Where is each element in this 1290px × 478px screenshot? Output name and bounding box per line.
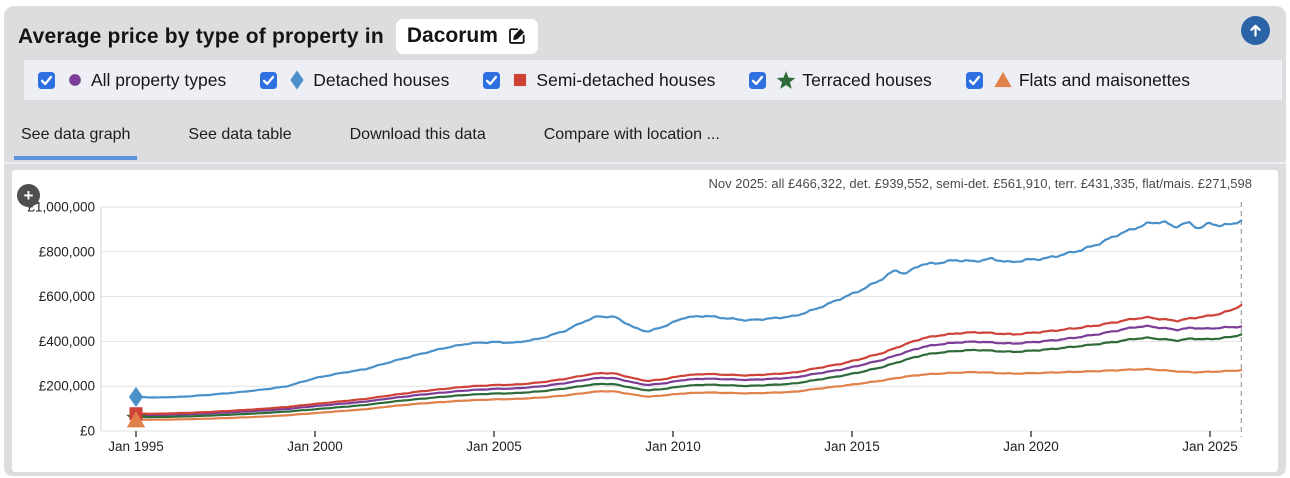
y-tick-label: £1,000,000: [27, 200, 95, 215]
tab-bar: See data graph See data table Download thi…: [4, 100, 1286, 160]
location-button[interactable]: Dacorum: [395, 19, 538, 54]
x-tick-label: Jan 2025: [1182, 439, 1238, 454]
series-line-flats_maisonettes: [134, 367, 1243, 421]
legend-item-triangle[interactable]: Flats and maisonettes: [965, 69, 1191, 91]
series-lines: [134, 219, 1243, 421]
tab-see-data-table[interactable]: See data table: [188, 126, 292, 143]
diamond-marker-icon: [128, 386, 144, 408]
y-tick-label: £200,000: [39, 379, 95, 394]
chart-panel: £0 £200,000 £400,000 £600,000 £800,000 £1,000…: [12, 170, 1278, 472]
legend-item-star[interactable]: Terraced houses: [749, 69, 932, 91]
legend-item-circle[interactable]: All property types: [38, 69, 226, 91]
tab-bar-divider: [4, 162, 1286, 164]
x-axis: Jan 1995 Jan 2000 Jan 2005 Jan 2010 Jan 2015…: [108, 431, 1238, 454]
legend-label: Semi-detached houses: [536, 69, 716, 90]
legend-checkbox[interactable]: [38, 71, 55, 89]
y-tick-label: £400,000: [39, 334, 95, 349]
legend-label: Flats and maisonettes: [1018, 69, 1191, 90]
x-tick-label: Jan 2005: [466, 439, 522, 454]
triangle-marker-icon: [126, 411, 146, 428]
legend: All property types Detached houses Semi-de…: [24, 60, 1282, 100]
x-tick-label: Jan 1995: [108, 439, 164, 454]
legend-checkbox[interactable]: [965, 71, 983, 89]
tab-download-this-data[interactable]: Download this data: [349, 126, 486, 143]
x-tick-label: Jan 2010: [645, 439, 701, 454]
circle-marker-icon: [69, 74, 81, 86]
start-markers: [126, 386, 146, 428]
legend-item-square[interactable]: Semi-detached houses: [483, 69, 715, 91]
zoom-in-button[interactable]: +: [17, 184, 40, 207]
series-line-terraced: [134, 333, 1243, 419]
series-line-all: [134, 324, 1243, 417]
y-tick-label: £0: [80, 424, 95, 439]
series-line-semi_detached: [134, 304, 1243, 415]
page-title: Average price by type of property in: [18, 24, 384, 48]
tab-compare-with-location[interactable]: Compare with location ...: [543, 126, 720, 143]
tab-see-data-graph[interactable]: See data graph: [14, 126, 138, 160]
diamond-marker-icon: [290, 70, 304, 90]
legend-label: Detached houses: [313, 69, 450, 90]
legend-label: Terraced houses: [802, 69, 932, 90]
triangle-marker-icon: [994, 71, 1012, 88]
legend-checkbox[interactable]: [260, 71, 278, 89]
x-tick-label: Jan 2020: [1003, 439, 1059, 454]
x-tick-label: Jan 2000: [287, 439, 343, 454]
latest-values-annotation: Nov 2025: all £466,322, det. £939,552, s…: [708, 176, 1253, 191]
y-tick-label: £800,000: [39, 244, 95, 259]
gridlines: [101, 206, 1240, 432]
scroll-to-top-button[interactable]: [1241, 16, 1270, 45]
edit-icon: [507, 26, 527, 46]
legend-label: All property types: [91, 69, 227, 90]
legend-checkbox[interactable]: [749, 71, 767, 89]
price-line-chart[interactable]: £0 £200,000 £400,000 £600,000 £800,000 £1,000…: [12, 170, 1278, 472]
x-tick-label: Jan 2015: [824, 439, 880, 454]
series-line-detached: [134, 219, 1243, 399]
square-marker-icon: [514, 73, 527, 87]
location-label: Dacorum: [406, 24, 498, 47]
arrow-up-icon: [1247, 22, 1264, 39]
chart-svg[interactable]: £0 £200,000 £400,000 £600,000 £800,000 £1,000…: [12, 170, 1278, 472]
y-tick-label: £600,000: [39, 289, 95, 304]
y-axis: £0 £200,000 £400,000 £600,000 £800,000 £1,000…: [27, 200, 95, 439]
legend-checkbox[interactable]: [483, 71, 501, 89]
legend-item-diamond[interactable]: Detached houses: [260, 69, 449, 91]
widget-card: Average price by type of property in Dac…: [4, 6, 1286, 476]
header: Average price by type of property in Dac…: [4, 6, 1286, 56]
star-marker-icon: [777, 71, 796, 89]
